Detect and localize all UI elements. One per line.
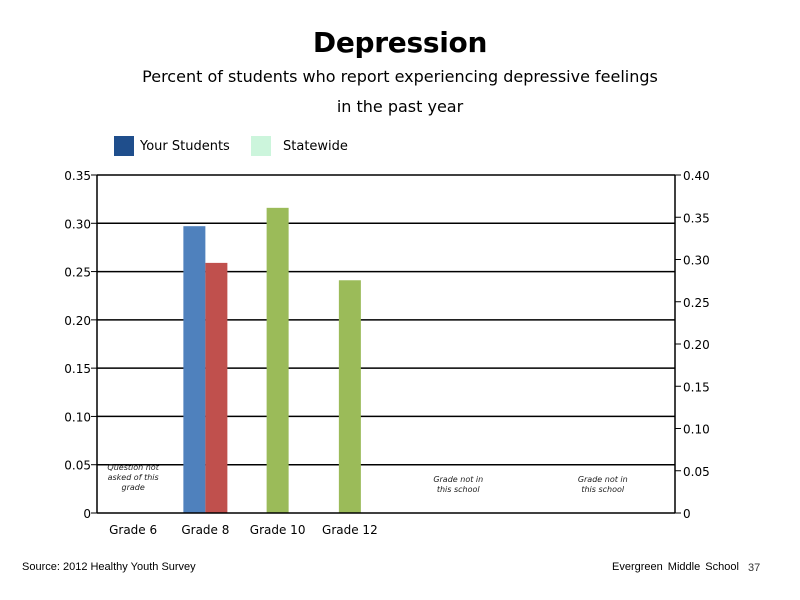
left-axis-tick-label: 0.05 [64,459,91,473]
left-axis-tick-label: 0.30 [64,217,91,231]
left-axis-tick-label: 0.20 [64,314,91,328]
bar-grade-10-statewide [266,207,289,513]
right-axis-tick-label: 0.15 [683,380,710,394]
chart-subtitle-line-1: Percent of students who report experienc… [142,67,658,86]
chart-annotation: Grade not in [433,475,483,484]
chart-annotation: asked of this [108,473,159,482]
left-axis-tick-label: 0.25 [64,266,91,280]
left-axis-tick-label: 0.15 [64,362,91,376]
left-axis-tick-label: 0.10 [64,410,91,424]
chart-title: Depression [312,26,488,59]
right-axis-tick-label: 0.20 [683,338,710,352]
right-axis-tick-label: 0.10 [683,423,710,437]
chart-annotation: this school [437,485,481,494]
x-axis-category-label: Grade 12 [322,523,378,537]
x-axis-category-label: Grade 10 [250,523,306,537]
legend-item-statewide: Statewide [251,136,348,156]
bar-grade-12-statewide [338,280,361,513]
chart-annotation: grade [121,483,144,492]
left-axis-tick-label: 0 [83,507,91,521]
bar-grade-8-statewide [205,262,228,513]
legend-item-your-students: Your Students [114,136,230,156]
chart-annotation: Question not [107,463,159,472]
legend-label-your-students: Your Students [140,138,230,154]
page-number: 37 [748,562,761,574]
right-axis-tick-label: 0.30 [683,254,710,268]
chart-annotation: this school [581,485,625,494]
legend-swatch-your-students [114,136,134,156]
school-name: Evergreen Middle School [612,561,739,573]
right-axis-tick-label: 0.40 [683,169,710,183]
right-axis-tick-label: 0.25 [683,296,710,310]
chart-subtitle-line-2: in the past year [336,97,464,116]
source-footnote: Source: 2012 Healthy Youth Survey [22,561,196,573]
right-axis-tick-label: 0.35 [683,211,710,225]
bar-grade-8-your-students [183,226,206,513]
legend-label-statewide: Statewide [283,138,348,154]
legend-swatch-statewide [251,136,271,156]
x-axis-category-label: Grade 8 [181,523,229,537]
left-axis-tick-label: 0.35 [64,169,91,183]
right-axis-tick-label: 0 [683,507,691,521]
x-axis-category-label: Grade 6 [109,523,157,537]
chart-annotation: Grade not in [578,475,628,484]
right-axis-tick-label: 0.05 [683,465,710,479]
